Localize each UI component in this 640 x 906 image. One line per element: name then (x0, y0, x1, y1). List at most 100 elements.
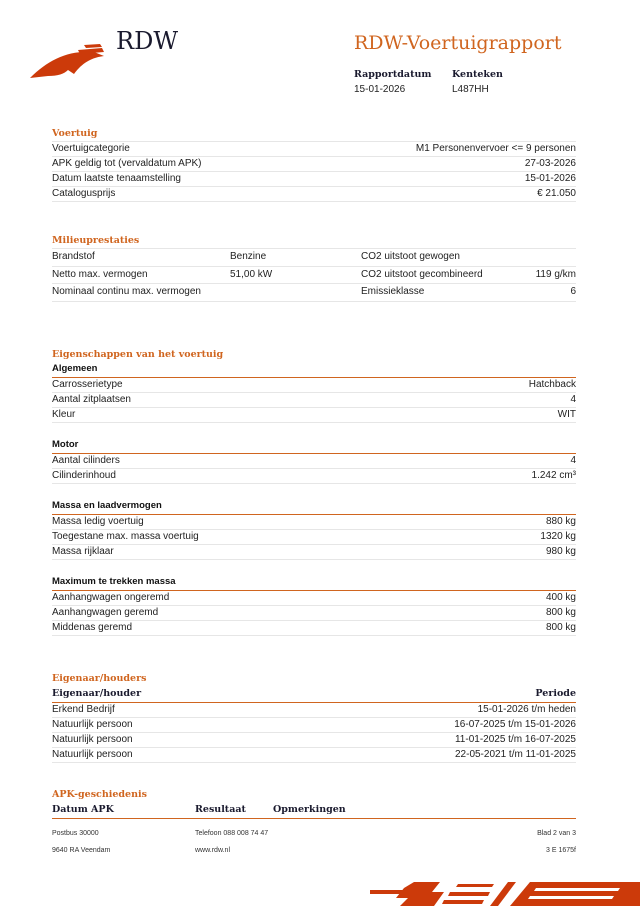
group-title: Algemeen (52, 363, 576, 378)
footer-address1: Postbus 30000 (52, 830, 99, 837)
section-eigenaar: Eigenaar/houders Eigenaar/houder Periode … (52, 673, 576, 763)
section-title: Eigenaar/houders (52, 673, 147, 684)
table-row: Kleur WIT (52, 408, 576, 423)
table-row: Erkend Bedrijf 15-01-2026 t/m heden (52, 703, 576, 718)
rdw-logo-icon (30, 44, 104, 78)
table-row: APK geldig tot (vervaldatum APK) 27-03-20… (52, 157, 576, 172)
section-milieu: Milieuprestaties Brandstof Benzine CO2 uit… (52, 235, 576, 302)
footer-code: 3 E 1675f (546, 847, 576, 854)
row-value: 880 kg (545, 516, 576, 527)
group-title: Maximum te trekken massa (52, 576, 576, 591)
logo-text: RDW (116, 27, 178, 55)
row-value: 800 kg (545, 607, 576, 618)
row-value: 800 kg (545, 622, 576, 633)
row-value: € 21.050 (537, 188, 576, 199)
row-value: 11-01-2025 t/m 16-07-2025 (454, 734, 576, 745)
row-value: 16-07-2025 t/m 15-01-2026 (454, 719, 576, 730)
col-date: Datum APK (52, 804, 114, 815)
section-eigenschappen: Eigenschappen van het voertuig Algemeen C… (52, 349, 576, 636)
row-label: Natuurlijk persoon (52, 749, 133, 760)
table-row: Natuurlijk persoon 11-01-2025 t/m 16-07-2… (52, 733, 576, 748)
table-row: Aanhangwagen ongeremd 400 kg (52, 591, 576, 606)
row-value: 1320 kg (540, 531, 576, 542)
row-label: Natuurlijk persoon (52, 719, 133, 730)
row-value: 27-03-2026 (524, 158, 576, 169)
row-label: Cilinderinhoud (52, 470, 116, 481)
table-row: Catalogusprijs € 21.050 (52, 187, 576, 202)
table-row: Aanhangwagen geremd 800 kg (52, 606, 576, 621)
row-label: Voertuigcategorie (52, 143, 130, 154)
row-value: 980 kg (545, 546, 576, 557)
row-value: Hatchback (528, 379, 576, 390)
section-title: APK-geschiedenis (52, 789, 147, 800)
property-group: Massa en laadvermogen Massa ledig voertui… (52, 500, 576, 560)
footer-web[interactable]: www.rdw.nl (195, 847, 231, 854)
section-voertuig: Voertuig Voertuigcategorie M1 Personenver… (52, 128, 576, 202)
property-group: Maximum te trekken massa Aanhangwagen ong… (52, 576, 576, 636)
plate: L487HH (452, 84, 489, 95)
col-remarks: Opmerkingen (273, 804, 346, 815)
footer-page: Blad 2 van 3 (537, 830, 576, 837)
row-label: Massa ledig voertuig (52, 516, 144, 527)
row-value (230, 284, 361, 301)
table-row: Datum laatste tenaamstelling 15-01-2026 (52, 172, 576, 187)
row-value: 51,00 kW (230, 268, 273, 280)
row-label: Catalogusprijs (52, 188, 116, 199)
row-label: Carrosserietype (52, 379, 123, 390)
row-value: 6 (570, 286, 576, 297)
row-value: 4 (570, 455, 576, 466)
col-result: Resultaat (195, 804, 246, 815)
row-label: Nominaal continu max. vermogen (52, 286, 201, 297)
row-label: Emissieklasse (361, 286, 425, 297)
footer-phone: Telefoon 088 008 74 47 (195, 830, 269, 837)
section-apk: APK-geschiedenis Datum APK Resultaat Opmer… (52, 789, 576, 819)
row-value: 119 g/km (535, 268, 576, 280)
row-label: CO2 uitstoot gewogen (361, 251, 460, 262)
row-value: WIT (557, 409, 576, 420)
row-label: Aantal zitplaatsen (52, 394, 131, 405)
group-title: Motor (52, 439, 576, 454)
footer-address2: 9640 RA Veendam (52, 847, 111, 854)
table-row: Nominaal continu max. vermogen Emissiekla… (52, 284, 576, 302)
row-value: 15-01-2026 t/m heden (477, 704, 576, 715)
row-label: CO2 uitstoot gecombineerd (361, 268, 483, 280)
row-value: 4 (570, 394, 576, 405)
table-row: Toegestane max. massa voertuig 1320 kg (52, 530, 576, 545)
table-row: Middenas geremd 800 kg (52, 621, 576, 636)
row-label: Kleur (52, 409, 76, 420)
row-label: Brandstof (52, 251, 95, 262)
table-row: Massa ledig voertuig 880 kg (52, 515, 576, 530)
row-label: Aanhangwagen geremd (52, 607, 159, 618)
row-label: Erkend Bedrijf (52, 704, 115, 715)
row-label: Toegestane max. massa voertuig (52, 531, 199, 542)
row-label: Aantal cilinders (52, 455, 120, 466)
report-date-label: Rapportdatum (354, 69, 432, 80)
table-row: Voertuigcategorie M1 Personenvervoer <= 9… (52, 142, 576, 157)
row-value: Benzine (230, 251, 267, 262)
table-row: Natuurlijk persoon 22-05-2021 t/m 11-01-2… (52, 748, 576, 763)
section-title: Eigenschappen van het voertuig (52, 349, 224, 360)
row-label: Datum laatste tenaamstelling (52, 173, 181, 184)
group-title: Massa en laadvermogen (52, 500, 576, 515)
section-title: Voertuig (52, 128, 576, 142)
report-date: 15-01-2026 (354, 84, 406, 95)
row-label: Massa rijklaar (52, 546, 114, 557)
row-label: Aanhangwagen ongeremd (52, 592, 170, 603)
table-row: Carrosserietype Hatchback (52, 378, 576, 393)
row-value: 1.242 cm³ (531, 470, 576, 481)
plate-label: Kenteken (452, 69, 503, 80)
table-row: Massa rijklaar 980 kg (52, 545, 576, 560)
row-value: 15-01-2026 (524, 173, 576, 184)
table-row: Brandstof Benzine CO2 uitstoot gewogen (52, 249, 576, 267)
row-value: M1 Personenvervoer <= 9 personen (415, 143, 576, 154)
section-title: Milieuprestaties (52, 235, 576, 249)
table-row: Cilinderinhoud 1.242 cm³ (52, 469, 576, 484)
owner-header: Eigenaar/houder Periode (52, 687, 576, 703)
col-period: Periode (535, 688, 576, 699)
property-group: Motor Aantal cilinders 4 Cilinderinhoud 1.24… (52, 439, 576, 484)
col-owner: Eigenaar/houder (52, 688, 142, 699)
row-label: APK geldig tot (vervaldatum APK) (52, 158, 202, 169)
row-label: Netto max. vermogen (52, 268, 148, 280)
table-row: Natuurlijk persoon 16-07-2025 t/m 15-01-2… (52, 718, 576, 733)
report-title: RDW-Voertuigrapport (354, 32, 562, 54)
